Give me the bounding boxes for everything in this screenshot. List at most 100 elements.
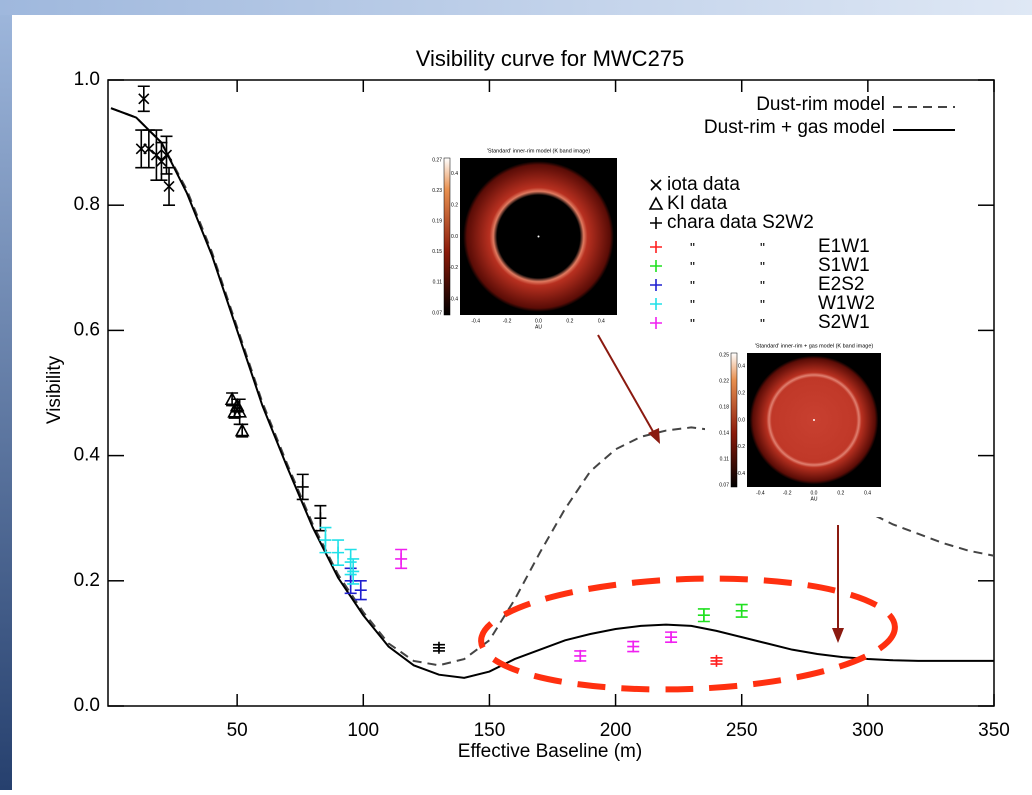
- marker: [432, 641, 445, 654]
- legend-label: S2W1: [818, 312, 870, 333]
- x-tick-label: 200: [600, 720, 632, 741]
- legend-label: Dust-rim model: [756, 94, 885, 115]
- marker: [574, 649, 587, 662]
- ditto: ": [690, 297, 695, 313]
- colorbar-label: 0.07: [432, 310, 442, 316]
- marker-shape: [627, 640, 640, 653]
- marker: [650, 298, 662, 310]
- marker-shape: [432, 641, 445, 654]
- marker-shape: [160, 149, 173, 161]
- marker: [138, 93, 150, 105]
- slide-border: [0, 0, 1032, 15]
- ditto: ": [760, 278, 765, 294]
- inset: 0.25 0.22 0.18 0.14 0.11 0.07 'Standard' inner…: [705, 340, 917, 517]
- slide-border: [0, 0, 12, 790]
- marker-shape: [296, 480, 309, 493]
- data-point: [710, 654, 723, 667]
- colorbar-label: 0.07: [719, 482, 729, 488]
- marker-shape: [314, 512, 327, 525]
- y-tick-label: 1.0: [74, 69, 100, 90]
- colorbar-label: 0.11: [720, 456, 730, 462]
- legend-label: KI data: [667, 193, 728, 214]
- model-curve: [110, 107, 994, 679]
- colorbar-label: 0.25: [719, 352, 729, 358]
- data-point: [296, 473, 309, 501]
- marker-shape: [648, 196, 664, 210]
- ditto: ": [760, 240, 765, 256]
- inset-title: 'Standard' inner-rim + gas model (K band…: [755, 343, 874, 349]
- colorbar-label: 0.19: [432, 219, 442, 225]
- marker-shape: [697, 609, 710, 622]
- star: [537, 235, 540, 238]
- y-tick-label: 0.2: [74, 570, 100, 591]
- inset-y-tick: 0.0: [738, 417, 745, 423]
- marker: [143, 143, 155, 155]
- x-axis-label: Effective Baseline (m): [458, 741, 642, 762]
- ditto: ": [690, 316, 695, 332]
- colorbar-label: 0.22: [719, 378, 729, 384]
- marker: [155, 155, 168, 167]
- marker-shape: [650, 179, 662, 191]
- marker-shape: [650, 298, 662, 310]
- arrowhead: [832, 628, 844, 643]
- marker: [395, 552, 408, 565]
- marker-shape: [344, 574, 357, 587]
- data-point: [432, 641, 445, 654]
- data-point: [347, 558, 360, 585]
- y-tick-label: 0.4: [74, 445, 101, 466]
- arrowhead: [648, 428, 660, 444]
- marker-shape: [332, 546, 345, 559]
- chart-title: Visibility curve for MWC275: [416, 46, 685, 71]
- y-tick-label: 0.6: [74, 319, 100, 340]
- inset-y-tick: -0.2: [736, 444, 745, 450]
- inset-y-tick: 0.4: [451, 171, 458, 177]
- marker: [163, 180, 175, 192]
- marker-shape: [344, 556, 357, 569]
- data-point: [344, 548, 357, 576]
- x-tick-label: 300: [852, 720, 884, 741]
- data-point: [234, 422, 250, 438]
- legend-label: S1W1: [818, 255, 870, 276]
- marker: [150, 149, 162, 161]
- colorbar-label: 0.18: [719, 404, 729, 410]
- plot-area: 50 100 150 200 250 300 350 0.0 0.2 0.4 0.6 0.8 1.0 Du…: [74, 69, 1010, 741]
- colorbar-label: 0.14: [719, 430, 729, 436]
- marker: [314, 512, 327, 525]
- marker-shape: [574, 649, 587, 662]
- marker: [650, 241, 662, 253]
- inset-x-tick: -0.2: [783, 490, 792, 496]
- marker-shape: [665, 631, 678, 644]
- ditto: ": [760, 297, 765, 313]
- highlight-ellipse: [478, 575, 898, 693]
- marker: [650, 217, 662, 229]
- marker: [332, 546, 345, 559]
- marker-shape: [710, 654, 723, 667]
- plot-frame: [107, 79, 995, 707]
- marker-shape: [150, 149, 162, 161]
- marker: [160, 149, 173, 161]
- marker-shape: [163, 180, 175, 192]
- marker-shape: [650, 260, 662, 272]
- legend-label: W1W2: [818, 293, 875, 314]
- x-tick-label: 50: [227, 720, 248, 741]
- data-point: [574, 649, 587, 662]
- colorbar-label: 0.27: [432, 157, 442, 163]
- legend-label: E1W1: [818, 236, 870, 257]
- colorbar-label: 0.11: [433, 280, 443, 286]
- ditto: ": [690, 278, 695, 294]
- inset-x-tick: 0.4: [598, 318, 605, 324]
- marker-shape: [232, 404, 248, 418]
- colorbar-label: 0.15: [432, 249, 442, 255]
- model-curve: [110, 107, 995, 667]
- data-point: [137, 85, 150, 113]
- marker-shape: [354, 584, 367, 597]
- y-tick-label: 0.8: [74, 194, 100, 215]
- inset-y-tick: 0.2: [738, 391, 745, 397]
- colorbar-label: 0.23: [432, 188, 442, 194]
- marker-shape: [650, 317, 662, 329]
- legend-label: chara data S2W2: [667, 212, 814, 233]
- arrow: [597, 334, 656, 436]
- data-point: [627, 640, 640, 653]
